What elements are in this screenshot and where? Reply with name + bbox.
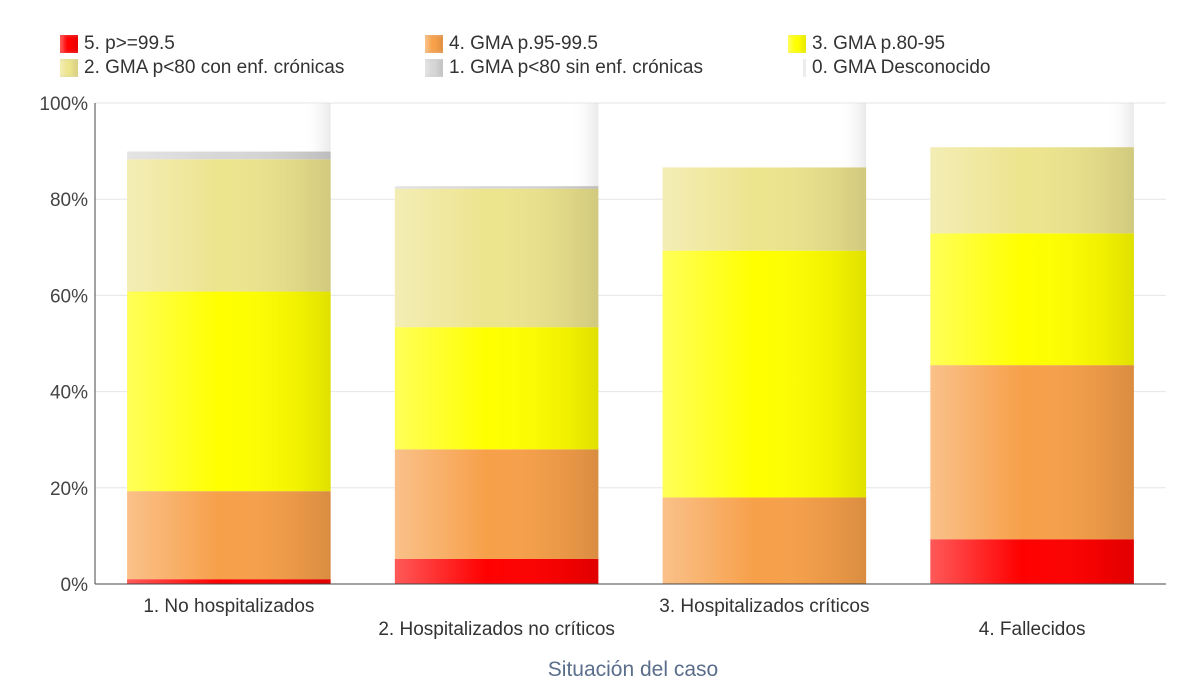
legend-label: 1. GMA p<80 sin enf. crónicas <box>449 57 703 78</box>
legend-label: 4. GMA p.95-99.5 <box>449 33 598 54</box>
legend-swatch <box>425 59 443 77</box>
bar-segment-shading <box>394 186 599 189</box>
x-axis-title: Situación del caso <box>548 658 718 681</box>
legend-swatch <box>60 35 78 53</box>
legend-label: 2. GMA p<80 con enf. crónicas <box>84 57 345 78</box>
y-tick-label: 20% <box>50 479 88 500</box>
legend-item[interactable]: 5. p>=99.5 <box>60 33 175 55</box>
bar-segment-shading <box>662 250 867 498</box>
legend-item[interactable]: 2. GMA p<80 con enf. crónicas <box>60 57 344 79</box>
bar-segment-shading <box>930 233 1134 366</box>
bar-segment-shading <box>394 558 599 584</box>
x-tick-label: 3. Hospitalizados críticos <box>659 596 869 617</box>
legend: 5. p>=99.5 4. GMA p.95-99.5 3. GMA p.80-95… <box>60 33 1160 83</box>
legend-swatch <box>803 59 806 77</box>
legend-item[interactable]: 1. GMA p<80 sin enf. crónicas <box>425 57 703 79</box>
y-tick-label: 0% <box>61 575 89 596</box>
y-tick-label: 100% <box>39 94 88 115</box>
legend-item[interactable]: 3. GMA p.80-95 <box>788 33 945 55</box>
bar-segment-shading <box>127 159 331 292</box>
legend-swatch <box>788 35 806 53</box>
bar-segment-shading <box>127 151 331 160</box>
bar-segment-shading <box>662 497 867 584</box>
x-tick-labels: 1. No hospitalizados 2. Hospitalizados no… <box>143 596 1085 640</box>
x-tick-label: 4. Fallecidos <box>979 619 1086 640</box>
legend-label: 0. GMA Desconocido <box>812 57 991 78</box>
legend-item[interactable]: 4. GMA p.95-99.5 <box>425 33 598 55</box>
x-tick-label: 1. No hospitalizados <box>143 596 314 617</box>
bar-segment-shading <box>394 327 599 450</box>
bar-segment-shading <box>930 539 1134 584</box>
bar-segment-shading <box>394 188 599 328</box>
legend-item[interactable]: 0. GMA Desconocido <box>788 57 990 79</box>
x-tick-label: 2. Hospitalizados no críticos <box>378 619 615 640</box>
y-tick-label: 60% <box>50 286 88 307</box>
legend-swatch <box>425 35 443 53</box>
bar-segment-shading <box>930 365 1134 540</box>
axes <box>94 103 1166 585</box>
y-tick-label: 40% <box>50 383 88 404</box>
y-tick-labels: 0% 20% 40% 60% 80% 100% <box>39 94 88 596</box>
y-tick-label: 80% <box>50 190 88 211</box>
bar-segment-shading <box>394 449 599 559</box>
bar-segment-shading <box>127 579 331 584</box>
legend-label: 5. p>=99.5 <box>84 33 175 54</box>
legend-swatch <box>60 59 78 77</box>
legend-label: 3. GMA p.80-95 <box>812 33 946 54</box>
bar-segment-shading <box>127 291 331 492</box>
bar-segment-shading <box>930 147 1134 234</box>
bar-segment-shading <box>662 167 867 251</box>
bars <box>127 103 1134 584</box>
bar-segment-shading <box>127 491 331 580</box>
